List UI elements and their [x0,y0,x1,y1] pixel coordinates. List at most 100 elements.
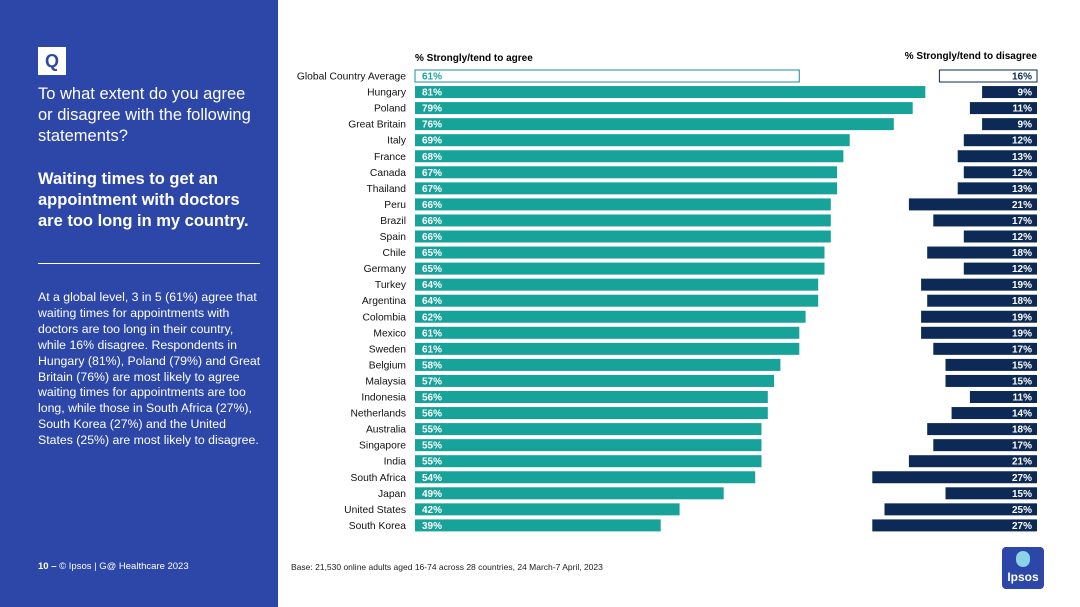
disagree-bar [982,118,1037,131]
ipsos-logo: Ipsos [1002,547,1044,589]
agree-value-label: 55% [422,457,442,468]
agree-bar [415,278,819,291]
question-text: To what extent do you agree or disagree … [38,85,251,145]
agree-value-label: 39% [422,521,442,532]
category-label: Indonesia [361,393,406,404]
disagree-value-label: 17% [1012,441,1032,452]
disagree-bar [945,374,1037,387]
agree-bar [415,102,913,115]
agree-value-label: 64% [422,296,442,307]
category-label: Singapore [359,441,406,452]
agree-bar [415,503,680,516]
disagree-bar [945,487,1037,500]
disagree-value-label: 15% [1012,489,1032,500]
agree-value-label: 67% [422,168,442,179]
agree-value-label: 61% [422,72,442,83]
agree-value-label: 65% [422,264,442,275]
disagree-bar [908,455,1037,468]
disagree-value-label: 15% [1012,376,1032,387]
category-label: France [374,152,406,163]
disagree-value-label: 17% [1012,344,1032,355]
agree-bar [415,294,819,307]
disagree-bar [933,342,1037,355]
disagree-bar [872,471,1037,484]
category-label: Mexico [373,328,406,339]
disagree-value-label: 18% [1012,425,1032,436]
category-label: Hungary [367,88,407,99]
disagree-value-label: 19% [1012,328,1032,339]
disagree-bar [884,503,1037,516]
agree-bar [415,342,800,355]
agree-value-label: 62% [422,312,442,323]
agree-bar [415,134,850,147]
disagree-bar [957,150,1037,163]
summary-text: At a global level, 3 in 5 (61%) agree th… [38,290,261,448]
disagree-value-label: 12% [1012,136,1032,147]
agree-value-label: 68% [422,152,442,163]
disagree-value-label: 13% [1012,152,1032,163]
disagree-value-label: 16% [1012,72,1032,83]
agree-bar [415,262,825,275]
agree-value-label: 56% [422,393,442,404]
disagree-header: % Strongly/tend to disagree [905,51,1038,62]
agree-bar [414,69,800,83]
agree-value-label: 49% [422,489,442,500]
category-label: United States [344,505,406,516]
agree-value-label: 64% [422,280,442,291]
disagree-value-label: 18% [1012,248,1032,259]
question-badge: Q [38,47,66,75]
category-label: Malaysia [365,376,406,387]
disagree-value-label: 12% [1012,168,1032,179]
agree-value-label: 42% [422,505,442,516]
disagree-bar [951,407,1037,420]
disagree-value-label: 9% [1018,88,1033,99]
agree-value-label: 61% [422,328,442,339]
agree-bar [415,407,768,420]
disagree-bar [927,423,1037,436]
disagree-bar [969,102,1037,115]
disagree-value-label: 18% [1012,296,1032,307]
agree-bar [415,487,724,500]
category-label: Spain [380,232,407,243]
category-label: Brazil [380,216,406,227]
disagree-value-label: 19% [1012,312,1032,323]
category-label: Peru [384,200,406,211]
category-label: Canada [370,168,406,179]
category-label: India [384,457,407,468]
category-label: Australia [366,425,406,436]
disagree-value-label: 12% [1012,232,1032,243]
agree-value-label: 76% [422,120,442,131]
agree-value-label: 66% [422,232,442,243]
disagree-bar [921,310,1037,323]
disagree-value-label: 11% [1013,104,1033,115]
disagree-value-label: 19% [1012,280,1032,291]
sidebar-panel: Q To what extent do you agree or disagre… [0,0,278,607]
category-label: Chile [383,248,407,259]
page-number: 10 – [38,561,57,572]
disagree-value-label: 27% [1012,473,1032,484]
category-label: Global Country Average [297,72,406,83]
agree-value-label: 55% [422,425,442,436]
footer-left: 10 – © Ipsos | G@ Healthcare 2023 [38,561,189,572]
disagree-bar [963,134,1037,147]
disagree-value-label: 13% [1012,184,1032,195]
agree-value-label: 61% [422,344,442,355]
agree-value-label: 69% [422,136,442,147]
disagree-bar [927,294,1037,307]
agree-bar [415,374,775,387]
disagree-bar [969,391,1037,403]
category-label: Great Britain [348,120,406,131]
agree-value-label: 81% [422,88,442,99]
agree-value-label: 54% [422,473,442,484]
disagree-value-label: 15% [1012,360,1032,371]
agree-value-label: 58% [422,360,442,371]
disagree-bar [872,519,1037,532]
disagree-bar [963,230,1037,243]
agree-bar [415,423,762,436]
agree-header: % Strongly/tend to agree [415,53,533,64]
category-label: Sweden [369,344,406,355]
disagree-bar [957,182,1037,195]
agree-value-label: 55% [422,441,442,452]
category-label: Germany [364,264,407,275]
